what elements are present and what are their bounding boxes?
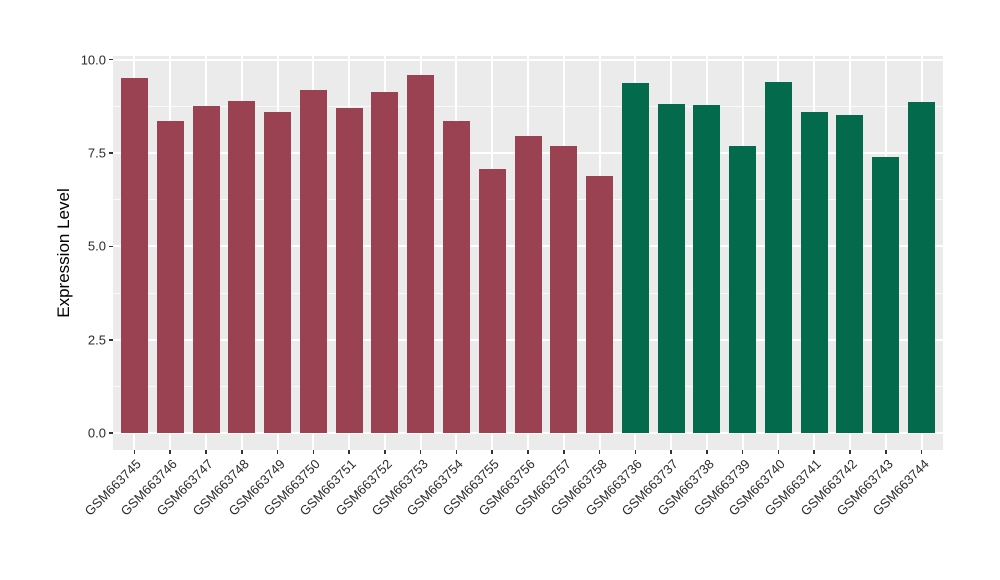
bar-GSM663743 <box>872 156 900 434</box>
bar-GSM663741 <box>800 111 828 434</box>
y-tick-mark <box>109 152 113 154</box>
bar-GSM663740 <box>764 82 792 434</box>
x-tick-mark <box>491 450 493 454</box>
x-tick-mark <box>527 450 529 454</box>
y-tick-mark <box>109 245 113 248</box>
bar-GSM663746 <box>156 120 184 434</box>
x-tick-mark <box>920 450 923 454</box>
x-tick-mark <box>348 450 350 454</box>
bar-GSM663744 <box>908 101 936 434</box>
bar-GSM663742 <box>836 114 864 434</box>
bar-GSM663738 <box>693 104 721 434</box>
plot-panel <box>113 56 943 450</box>
bar-GSM663739 <box>729 146 757 434</box>
bar-GSM663749 <box>264 111 292 434</box>
y-tick-label: 10.0 <box>80 52 106 68</box>
x-tick-mark <box>849 450 851 454</box>
x-tick-mark <box>706 450 708 454</box>
x-tick-mark <box>169 450 171 454</box>
bar-GSM663754 <box>442 120 470 434</box>
bar-GSM663747 <box>192 106 220 434</box>
bar-GSM663745 <box>120 77 148 434</box>
bar-GSM663756 <box>514 136 542 434</box>
x-tick-mark <box>813 450 815 454</box>
y-tick-mark <box>109 339 113 341</box>
y-tick-mark <box>109 58 113 61</box>
y-tick-label: 7.5 <box>87 145 106 161</box>
bar-GSM663736 <box>621 82 649 434</box>
bar-GSM663737 <box>657 103 685 434</box>
x-tick-mark <box>312 450 315 454</box>
y-tick-label: 0.0 <box>87 425 106 441</box>
x-tick-mark <box>133 450 136 454</box>
x-tick-mark <box>563 450 565 454</box>
bar-GSM663753 <box>407 74 435 434</box>
y-tick-label: 2.5 <box>87 332 106 348</box>
y-tick-label: 5.0 <box>87 238 106 254</box>
x-tick-mark <box>384 450 386 454</box>
bar-GSM663750 <box>299 89 327 434</box>
x-tick-mark <box>598 450 601 454</box>
x-tick-mark <box>419 450 422 454</box>
x-tick-mark <box>670 450 672 454</box>
x-tick-mark <box>634 450 637 454</box>
y-axis-title: Expression Level <box>54 188 73 318</box>
x-tick-mark <box>777 450 780 454</box>
bar-GSM663751 <box>335 107 363 434</box>
bar-GSM663748 <box>228 100 256 434</box>
bar-GSM663752 <box>371 92 399 434</box>
x-tick-mark <box>455 450 458 454</box>
bar-GSM663757 <box>550 145 578 434</box>
x-tick-mark <box>276 450 279 454</box>
x-tick-mark <box>885 450 887 454</box>
x-tick-mark <box>241 450 243 454</box>
bar-GSM663755 <box>478 168 506 434</box>
y-tick-mark <box>109 432 113 434</box>
x-tick-mark <box>741 450 744 454</box>
x-tick-mark <box>205 450 207 454</box>
bar-GSM663758 <box>586 175 614 434</box>
